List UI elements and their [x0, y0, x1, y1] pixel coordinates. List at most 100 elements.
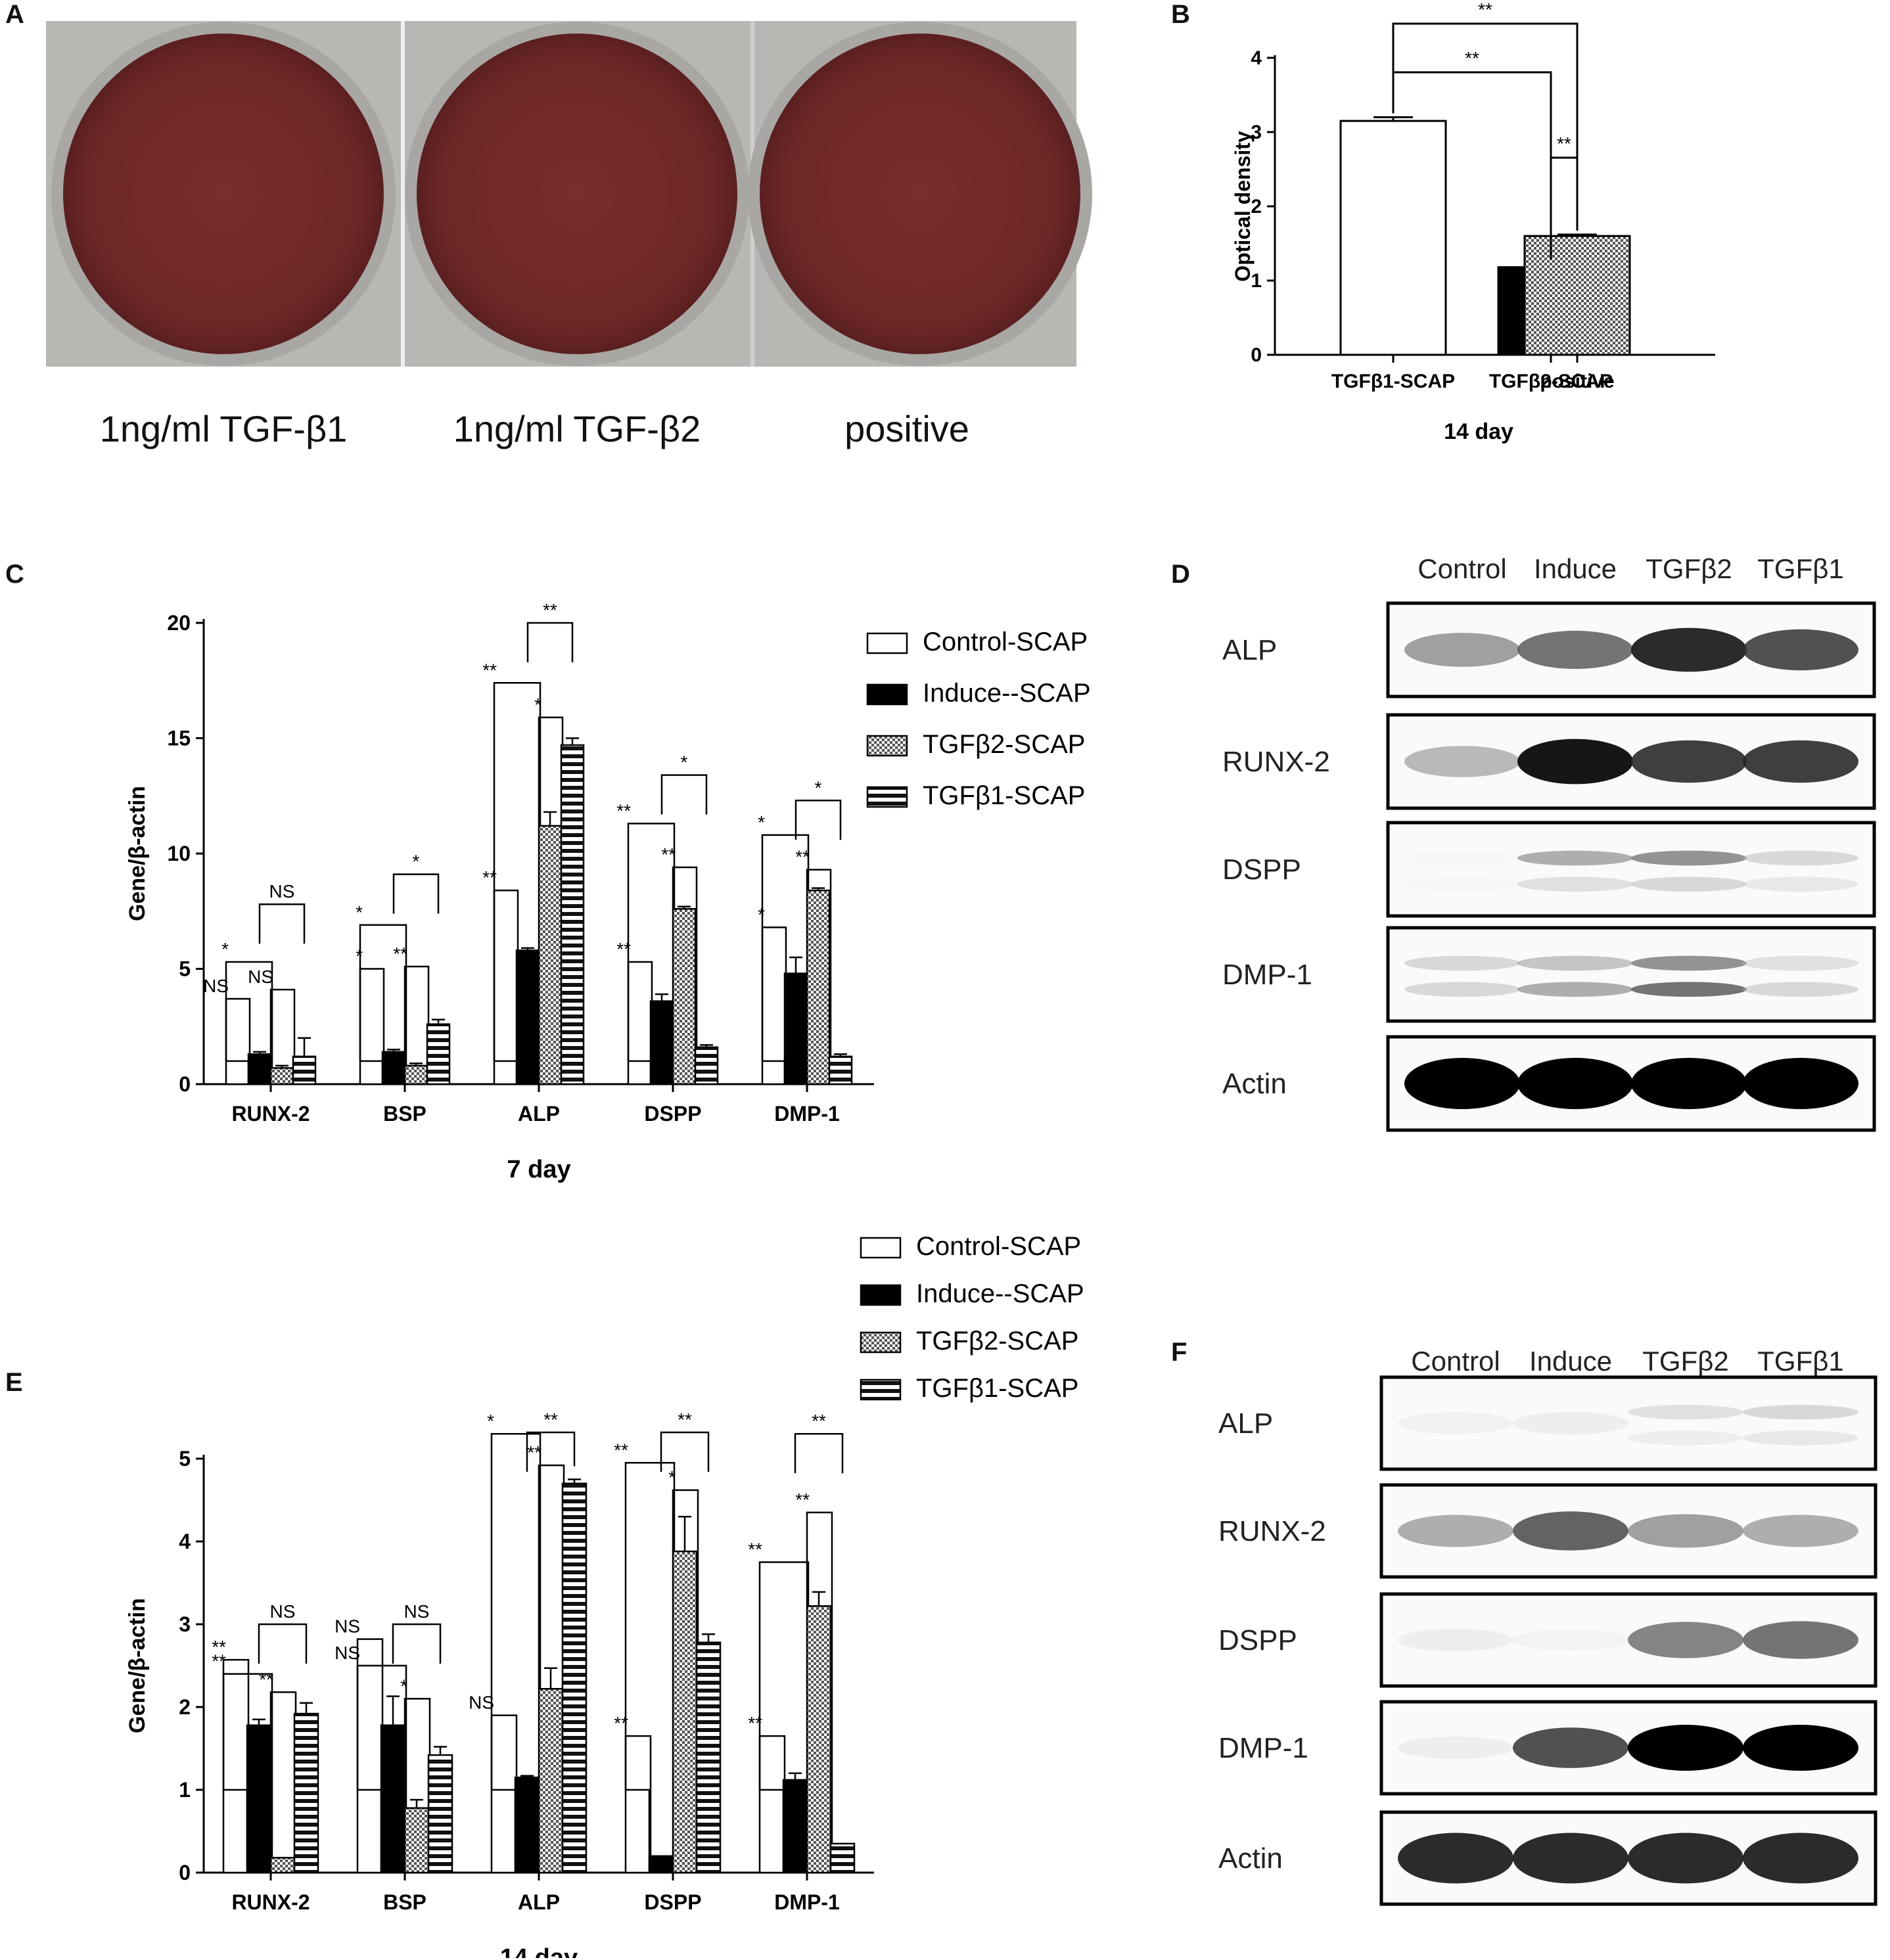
- bar-BSP-TGFβ1-SCAP: [426, 1023, 451, 1085]
- significance-label: **: [661, 844, 676, 865]
- band-ALP-TGFβ2: [1628, 1405, 1743, 1420]
- legend-swatch-Control-SCAP: [866, 632, 908, 654]
- significance-label: **: [614, 1713, 628, 1733]
- band-RUNX-2-TGFβ2: [1628, 1514, 1743, 1548]
- bar-RUNX-2-TGFβ1-SCAP: [293, 1712, 319, 1874]
- band-DSPP-Control: [1404, 877, 1520, 892]
- band-Actin-TGFβ1: [1743, 1833, 1858, 1884]
- significance-label: *: [758, 904, 765, 924]
- significance-bracket: [660, 1431, 710, 1472]
- band-DMP-1-TGFβ2: [1631, 982, 1747, 997]
- band-Actin-TGFβ1: [1743, 1057, 1858, 1110]
- significance-label: **: [1478, 0, 1492, 20]
- legend-swatch-TGFβ2-SCAP: [860, 1331, 902, 1354]
- significance-bracket: [359, 968, 385, 1061]
- band-DMP-1-TGFβ1: [1743, 982, 1858, 997]
- band-ALP-Induce: [1517, 630, 1633, 670]
- significance-label: **: [1557, 133, 1571, 154]
- band-DMP-1-Induce: [1517, 955, 1633, 971]
- bar-ALP-Control-SCAP: [490, 1789, 517, 1874]
- bar-DMP-1-TGFβ1-SCAP: [829, 1842, 856, 1874]
- x-tick-label: positive: [1540, 371, 1614, 392]
- bar-BSP-Induce--SCAP: [381, 1051, 406, 1085]
- x-axis-label: 14 day: [500, 1944, 578, 1958]
- significance-bracket: [222, 1673, 273, 1858]
- significance-label: **: [748, 1539, 762, 1560]
- legend-label-Induce--SCAP: Induce--SCAP: [916, 1279, 1084, 1308]
- band-RUNX-2-Induce: [1517, 739, 1633, 785]
- bar-RUNX-2-Control-SCAP: [222, 1789, 248, 1874]
- bar-DMP-1-Induce--SCAP: [783, 972, 808, 1085]
- significance-label: **: [543, 600, 557, 620]
- significance-label: *: [413, 852, 420, 872]
- significance-bracket: [1392, 22, 1579, 231]
- significance-bracket: [526, 1431, 576, 1472]
- significance-label: *: [487, 1411, 494, 1431]
- significance-label: **: [678, 1409, 692, 1430]
- significance-bracket: [627, 961, 653, 1061]
- significance-label: NS: [334, 1643, 360, 1663]
- band-ALP-TGFβ1: [1743, 1405, 1858, 1420]
- significance-label: *: [400, 1675, 407, 1696]
- band-RUNX-2-Induce: [1513, 1511, 1628, 1551]
- panel-c-gene-expression-7day: 0 5 10 15 20 Gene/β-actin RUNX-2 BSP ALP DSPP DMP-…: [125, 600, 1091, 1183]
- y-tick-label: 15: [167, 727, 191, 750]
- significance-label: **: [543, 1409, 558, 1430]
- panel-d-western-blot: Control Induce TGFβ2 TGFβ1 ALP RUNX-2 DSPP DMP-…: [1222, 553, 1876, 1132]
- significance-bracket: [660, 774, 708, 815]
- significance-bracket: [225, 997, 251, 1061]
- y-tick-label: 2: [1251, 196, 1262, 217]
- significance-label: *: [534, 695, 542, 715]
- band-DSPP-Control: [1404, 850, 1520, 866]
- lane-header-Induce: Induce: [1534, 553, 1617, 584]
- band-RUNX-2-Control: [1404, 746, 1520, 777]
- bar-DMP-1-Induce--SCAP: [782, 1779, 808, 1874]
- significance-bracket: [1550, 156, 1579, 260]
- panel-letter-a: A: [5, 0, 24, 29]
- significance-bracket: [403, 965, 430, 1066]
- band-RUNX-2-TGFβ2: [1631, 740, 1747, 783]
- significance-bracket: [538, 716, 564, 826]
- significance-bracket: [493, 682, 542, 1061]
- legend-swatch-Induce--SCAP: [860, 1284, 902, 1306]
- lane-header-Control: Control: [1411, 1346, 1500, 1377]
- band-ALP-TGFβ2: [1631, 627, 1747, 672]
- well-caption-2: 1ng/ml TGF-β2: [453, 408, 701, 449]
- bar-RUNX-2-Induce--SCAP: [247, 1053, 272, 1085]
- x-tick-label: RUNX-2: [231, 1102, 310, 1126]
- x-tick-label: ALP: [518, 1890, 560, 1914]
- band-DMP-1-Induce: [1513, 1727, 1628, 1768]
- significance-label: **: [616, 800, 631, 821]
- significance-label: NS: [334, 1616, 360, 1637]
- significance-label: **: [795, 847, 810, 867]
- significance-bracket: [806, 1511, 833, 1844]
- significance-label: *: [681, 752, 688, 773]
- significance-bracket: [392, 873, 440, 914]
- band-DSPP-Control: [1398, 1628, 1513, 1652]
- bar-BSP-TGFβ2-SCAP: [403, 1807, 430, 1874]
- band-DMP-1-Induce: [1517, 982, 1633, 997]
- x-tick-label: ALP: [518, 1102, 560, 1126]
- significance-label: **: [259, 1669, 273, 1689]
- bar-DSPP-TGFβ2-SCAP: [672, 907, 697, 1085]
- lane-header-Control: Control: [1418, 553, 1506, 584]
- blot-strip-DSPP: [1386, 821, 1876, 918]
- legend-swatch-Control-SCAP: [860, 1237, 902, 1259]
- significance-bracket: [627, 823, 676, 1061]
- y-axis-label: Optical density: [1231, 131, 1255, 282]
- band-Actin-Induce: [1513, 1833, 1628, 1884]
- bar-BSP-TGFβ1-SCAP: [427, 1754, 453, 1874]
- x-tick-label: BSP: [383, 1102, 426, 1126]
- significance-label: **: [812, 1411, 826, 1431]
- x-axis-label: 14 day: [1444, 419, 1513, 444]
- bar-ALP-TGFβ2-SCAP: [538, 1688, 564, 1874]
- significance-label: NS: [203, 976, 229, 996]
- band-DSPP-Induce: [1517, 877, 1633, 892]
- band-DMP-1-TGFβ2: [1631, 955, 1747, 971]
- blot-row-label-RUNX-2: RUNX-2: [1222, 746, 1330, 778]
- significance-bracket: [526, 622, 574, 662]
- significance-label: **: [748, 1713, 762, 1733]
- band-ALP-Control: [1398, 1412, 1513, 1434]
- band-DSPP-TGFβ1: [1743, 877, 1858, 892]
- significance-bracket: [795, 800, 842, 840]
